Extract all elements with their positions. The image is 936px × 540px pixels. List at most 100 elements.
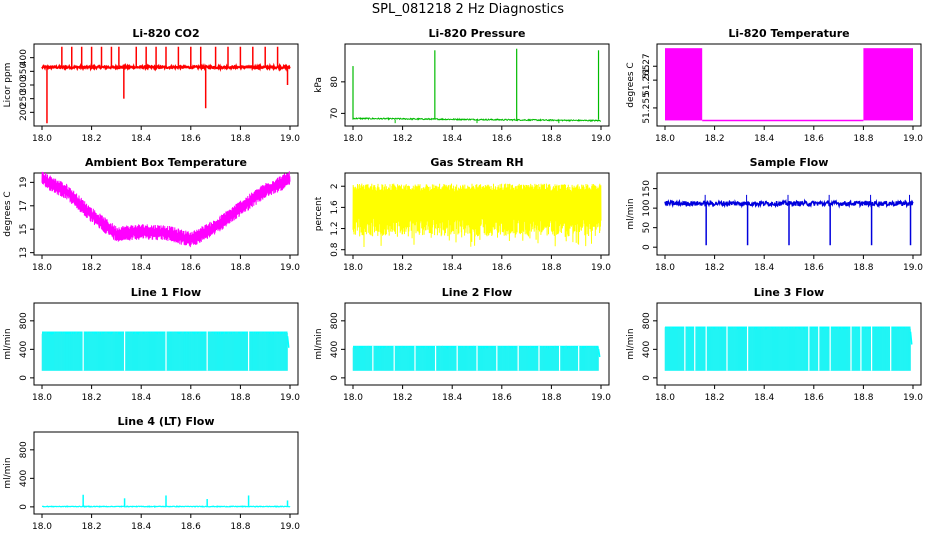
chart-panel-2: Li-820 Pressure kPa 18.0 18.2 18.4 18.6 18.8 19… (314, 27, 611, 144)
y-axis-label: Licor ppm (3, 63, 13, 108)
x-tick-label: 18.6 (492, 263, 512, 273)
series-line (41, 171, 291, 248)
x-tick-label: 18.8 (541, 393, 561, 403)
chart-title: Line 2 Flow (442, 286, 512, 299)
chart-panel-9: Line 3 Flow ml/min 18.0 18.2 18.4 18.6 18.8 19.… (626, 286, 923, 403)
x-tick-label: 18.4 (131, 393, 151, 403)
x-tick-label: 18.4 (131, 134, 151, 144)
x-tick-label: 19.0 (591, 134, 611, 144)
y-tick-label: 350 (19, 62, 29, 79)
chart-panel-10: Line 4 (LT) Flow ml/min 18.0 18.2 18.4 18.6 18… (3, 415, 300, 532)
y-tick-label: 15 (19, 224, 29, 235)
chart-panel-3: Li-820 Temperature degrees C 18.0 18.2 18.4 1… (626, 27, 923, 144)
y-axis-label: percent (314, 196, 324, 231)
x-tick-label: 19.0 (903, 134, 923, 144)
y-tick-label: 800 (642, 312, 652, 329)
x-tick-label: 18.4 (442, 393, 462, 403)
x-tick-label: 18.0 (655, 393, 675, 403)
y-tick-label: 300 (19, 76, 29, 93)
x-tick-label: 18.0 (343, 263, 363, 273)
series-band (665, 48, 703, 121)
x-tick-label: 18.6 (804, 393, 824, 403)
x-tick-label: 18.6 (492, 393, 512, 403)
y-tick-label: 13 (19, 247, 29, 258)
y-tick-label: 250 (19, 90, 29, 107)
y-tick-label: 19 (19, 176, 29, 188)
x-tick-label: 18.4 (754, 263, 774, 273)
x-tick-label: 18.2 (393, 393, 413, 403)
chart-panel-5: Gas Stream RH percent 18.0 18.2 18.4 18.6 18.8… (314, 156, 611, 273)
end-tail (286, 336, 290, 348)
chart-title: Gas Stream RH (430, 156, 523, 169)
y-axis-label: ml/min (314, 328, 324, 359)
x-tick-label: 18.0 (343, 393, 363, 403)
y-axis-label: degrees C (3, 191, 13, 236)
chart-panel-8: Line 2 Flow ml/min 18.0 18.2 18.4 18.6 18.8 19.… (314, 286, 611, 403)
x-tick-label: 18.0 (32, 393, 52, 403)
x-tick-label: 18.6 (181, 263, 201, 273)
x-tick-label: 18.6 (181, 393, 201, 403)
y-tick-label: 51.265 (642, 64, 652, 96)
x-tick-label: 18.6 (804, 134, 824, 144)
x-tick-label: 18.2 (705, 134, 725, 144)
y-tick-label: 51.255 (642, 92, 652, 124)
figure-title: SPL_081218 2 Hz Diagnostics (371, 2, 565, 17)
y-tick-label: 800 (19, 312, 29, 329)
y-axis-label: degrees C (626, 62, 636, 107)
plot-frame (33, 431, 299, 515)
chart-title: Line 4 (LT) Flow (118, 415, 215, 428)
x-tick-label: 18.6 (181, 522, 201, 532)
x-tick-label: 18.0 (343, 134, 363, 144)
x-tick-label: 19.0 (903, 263, 923, 273)
chart-title: Li-820 Temperature (728, 27, 849, 40)
x-tick-label: 19.0 (591, 393, 611, 403)
x-tick-label: 18.2 (705, 263, 725, 273)
x-tick-label: 18.2 (705, 393, 725, 403)
x-tick-label: 18.6 (804, 263, 824, 273)
y-tick-label: 200 (19, 103, 29, 120)
chart-title: Sample Flow (750, 156, 829, 169)
chart-panel-6: Sample Flow ml/min 18.0 18.2 18.4 18.6 18.8 19.… (626, 156, 923, 273)
x-tick-label: 18.4 (131, 263, 151, 273)
x-tick-label: 18.6 (492, 134, 512, 144)
plot-frame (33, 172, 299, 256)
chart-title: Li-820 Pressure (429, 27, 526, 40)
x-tick-label: 19.0 (591, 263, 611, 273)
plot-frame (344, 302, 610, 386)
x-tick-label: 19.0 (280, 393, 300, 403)
y-axis-label: ml/min (626, 198, 636, 229)
y-tick-label: 51.27 (642, 53, 652, 79)
y-tick-label: 400 (19, 49, 29, 66)
y-tick-label: 1.2 (330, 221, 340, 235)
x-tick-label: 18.2 (82, 263, 102, 273)
y-tick-label: 0.8 (330, 242, 340, 257)
y-tick-label: 80 (330, 76, 340, 88)
x-tick-label: 18.8 (230, 393, 250, 403)
y-tick-label: 50 (642, 222, 652, 234)
y-tick-label: 70 (330, 107, 340, 119)
y-tick-label: 0 (19, 504, 29, 510)
y-tick-label: 800 (19, 441, 29, 458)
x-tick-label: 18.2 (82, 393, 102, 403)
y-tick-label: 1.6 (330, 200, 340, 215)
x-tick-label: 18.0 (32, 522, 52, 532)
series-band (863, 48, 913, 121)
y-tick-label: 17 (19, 200, 29, 211)
y-axis-label: ml/min (3, 457, 13, 488)
x-tick-label: 18.2 (393, 134, 413, 144)
x-tick-label: 19.0 (280, 263, 300, 273)
series-line (352, 183, 602, 248)
plot-frame (656, 302, 922, 386)
y-tick-label: 400 (642, 340, 652, 357)
y-axis-label: kPa (314, 77, 324, 93)
x-tick-label: 18.4 (754, 134, 774, 144)
y-tick-label: 800 (330, 312, 340, 329)
plot-frame (344, 172, 610, 256)
plot-frame (33, 302, 299, 386)
x-tick-label: 18.4 (131, 522, 151, 532)
end-tail (597, 348, 601, 358)
x-tick-label: 18.6 (181, 134, 201, 144)
x-tick-label: 18.8 (541, 134, 561, 144)
